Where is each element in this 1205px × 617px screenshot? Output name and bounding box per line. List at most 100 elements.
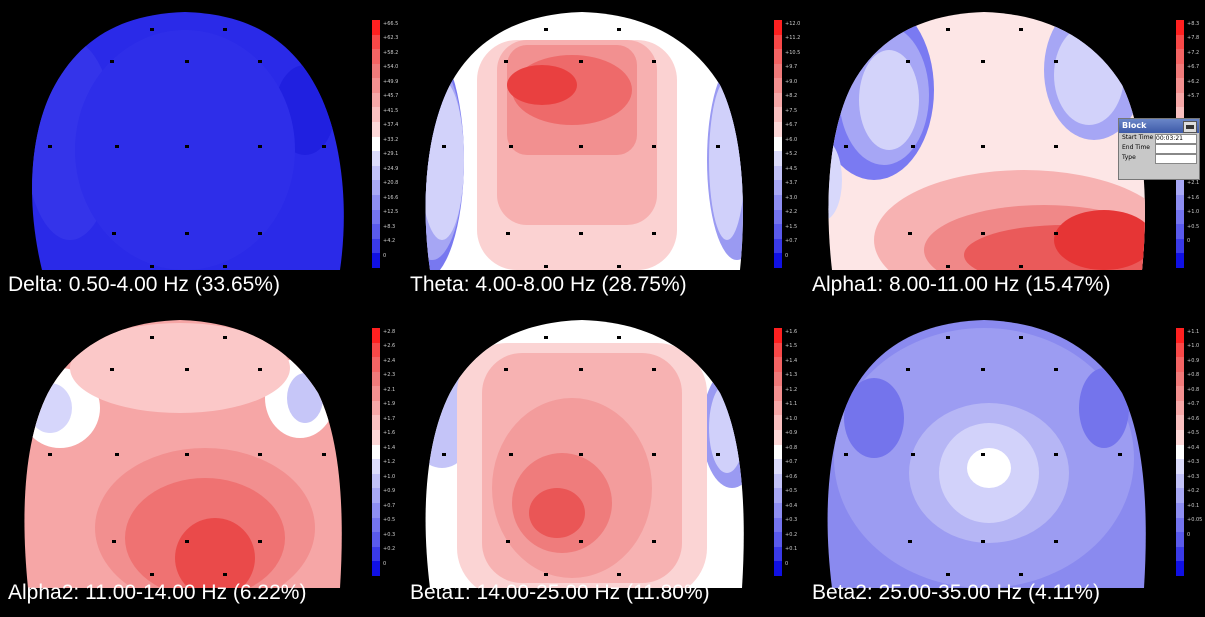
electrode-dot bbox=[150, 28, 154, 31]
color-scale-delta bbox=[372, 20, 380, 278]
scale-tick-label: +1.1 bbox=[785, 401, 798, 408]
scale-tick-label: +10.5 bbox=[785, 49, 801, 56]
end-time-field[interactable] bbox=[1155, 144, 1197, 154]
scale-segment bbox=[1176, 502, 1184, 518]
scale-segment bbox=[774, 444, 782, 460]
scale-tick-label: 0 bbox=[785, 252, 789, 259]
scale-tick-label: +0.6 bbox=[1187, 415, 1200, 422]
electrode-dot bbox=[981, 368, 985, 371]
caption-theta: Theta: 4.00-8.00 Hz (28.75%) bbox=[410, 273, 687, 296]
scale-tick-label: +9.0 bbox=[785, 78, 798, 85]
scale-segment bbox=[372, 194, 380, 210]
block-dialog[interactable]: Block Start Time 00:03:21 End Time Type bbox=[1118, 118, 1200, 180]
scale-segment bbox=[1176, 459, 1184, 474]
electrode-dot bbox=[652, 60, 656, 63]
scale-tick-label: 0 bbox=[383, 560, 387, 567]
scale-segment bbox=[372, 34, 380, 50]
scale-tick-label: +1.9 bbox=[383, 401, 396, 408]
scale-tick-label: +0.7 bbox=[383, 502, 396, 509]
scale-segment bbox=[372, 20, 380, 35]
scale-segment bbox=[774, 546, 782, 562]
scale-segment bbox=[372, 92, 380, 108]
type-label: Type bbox=[1122, 154, 1136, 161]
electrode-dot bbox=[1019, 336, 1023, 339]
start-time-label: Start Time bbox=[1122, 134, 1154, 141]
scale-segment bbox=[774, 136, 782, 152]
electrode-dot bbox=[716, 145, 720, 148]
electrode-dot bbox=[112, 540, 116, 543]
electrode-dot bbox=[946, 265, 950, 268]
scale-tick-label: +1.5 bbox=[785, 223, 798, 230]
scale-segment bbox=[1176, 78, 1184, 93]
scale-tick-label: +37.4 bbox=[383, 122, 399, 129]
scale-tick-label: +2.8 bbox=[383, 329, 396, 335]
scale-segment bbox=[774, 165, 782, 181]
scale-segment bbox=[372, 415, 380, 431]
scale-tick-label: +11.2 bbox=[785, 35, 801, 42]
scale-segment bbox=[1176, 546, 1184, 562]
scale-segment bbox=[774, 430, 782, 445]
scale-tick-label: +12.0 bbox=[785, 21, 801, 27]
scale-tick-label: 0 bbox=[785, 560, 789, 567]
scale-segment bbox=[372, 357, 380, 372]
electrode-dot bbox=[981, 540, 985, 543]
scale-tick-label: +1.4 bbox=[383, 444, 396, 451]
scale-tick-label: +0.5 bbox=[785, 488, 798, 495]
start-time-field[interactable]: 00:03:21 bbox=[1155, 134, 1197, 144]
scale-tick-label: +66.5 bbox=[383, 21, 399, 27]
scale-segment bbox=[372, 546, 380, 562]
scale-segment bbox=[372, 180, 380, 195]
scale-tick-label: +3.0 bbox=[785, 194, 798, 201]
electrode-dot bbox=[1019, 265, 1023, 268]
scale-tick-label: +1.6 bbox=[785, 329, 798, 335]
electrode-dot bbox=[1019, 573, 1023, 576]
scale-tick-label: +1.0 bbox=[785, 415, 798, 422]
scale-tick-label: +1.0 bbox=[1187, 209, 1200, 216]
scale-tick-label: 0 bbox=[1187, 238, 1191, 245]
scale-segment bbox=[372, 430, 380, 445]
electrode-dot bbox=[908, 540, 912, 543]
scale-segment bbox=[1176, 180, 1184, 195]
scale-tick-label: +8.3 bbox=[383, 223, 396, 230]
scale-tick-label: +0.9 bbox=[1187, 357, 1200, 364]
electrode-dot bbox=[258, 368, 262, 371]
topomap-theta bbox=[425, 12, 743, 270]
scale-segment bbox=[774, 253, 782, 268]
scale-segment bbox=[372, 136, 380, 152]
scale-segment bbox=[372, 122, 380, 137]
scale-segment bbox=[372, 444, 380, 460]
electrode-dot bbox=[981, 145, 985, 148]
electrode-dot bbox=[509, 145, 513, 148]
dialog-close-icon[interactable] bbox=[1183, 121, 1197, 133]
scale-tick-label: +1.2 bbox=[785, 386, 798, 393]
scale-segment bbox=[774, 532, 782, 547]
scale-segment bbox=[1176, 342, 1184, 358]
electrode-dot bbox=[617, 336, 621, 339]
dialog-title-bar[interactable]: Block bbox=[1119, 119, 1199, 133]
scale-segment bbox=[774, 502, 782, 518]
type-field[interactable] bbox=[1155, 154, 1197, 164]
electrode-dot bbox=[150, 265, 154, 268]
electrode-dot bbox=[48, 145, 52, 148]
scale-tick-label: +58.2 bbox=[383, 49, 399, 56]
topomap-beta2 bbox=[827, 320, 1146, 588]
electrode-dot bbox=[112, 232, 116, 235]
electrode-dot bbox=[504, 60, 508, 63]
electrode-dot bbox=[48, 453, 52, 456]
electrode-dot bbox=[908, 232, 912, 235]
scale-segment bbox=[1176, 430, 1184, 445]
scale-segment bbox=[1176, 400, 1184, 416]
electrode-dot bbox=[185, 60, 189, 63]
color-scale-beta1 bbox=[774, 328, 782, 586]
electrode-dot bbox=[150, 336, 154, 339]
scale-segment bbox=[1176, 328, 1184, 343]
scale-tick-label: +33.2 bbox=[383, 136, 399, 143]
scale-tick-label: +0.05 bbox=[1187, 517, 1203, 524]
electrode-dot bbox=[981, 453, 985, 456]
electrode-dot bbox=[442, 453, 446, 456]
electrode-dot bbox=[844, 453, 848, 456]
scale-tick-label: +0.5 bbox=[383, 517, 396, 524]
scale-tick-label: +1.2 bbox=[383, 459, 396, 466]
electrode-dot bbox=[579, 540, 583, 543]
electrode-dot bbox=[617, 573, 621, 576]
